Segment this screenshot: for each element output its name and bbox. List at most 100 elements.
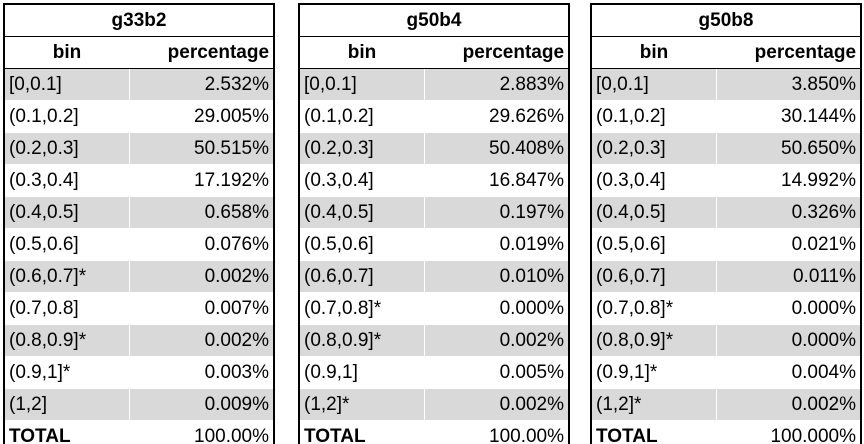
table-title: g50b8: [589, 3, 863, 37]
column-header-percentage: percentage: [129, 36, 276, 69]
percentage-cell: 14.992%: [716, 164, 863, 197]
bin-cell: (0.7,0.8]*: [298, 292, 425, 325]
bin-cell: (0.8,0.9]*: [3, 324, 130, 357]
table-row: [0,0.1] 2.532%: [3, 68, 276, 101]
bin-cell: (0.6,0.7]: [590, 260, 717, 293]
table-row: (0.2,0.3] 50.408%: [298, 132, 571, 165]
table-row: (0.1,0.2] 29.005%: [3, 100, 276, 133]
percentage-cell: 0.326%: [716, 196, 863, 229]
table-row: (0.7,0.8]* 0.000%: [298, 292, 571, 325]
table-g50b8: g50b8 bin percentage [0,0.1] 3.850% (0.1,…: [589, 3, 863, 444]
percentage-cell: 16.847%: [424, 164, 571, 197]
bin-cell: (0.8,0.9]*: [298, 324, 425, 357]
bin-cell: (0.1,0.2]: [298, 100, 425, 133]
table-g50b4: g50b4 bin percentage [0,0.1] 2.883% (0.1,…: [297, 3, 571, 444]
percentage-cell: 0.076%: [129, 228, 276, 261]
total-row: TOTAL 100.000%: [590, 420, 863, 444]
table-row: (0.5,0.6] 0.021%: [590, 228, 863, 261]
table-row: [0,0.1] 2.883%: [298, 68, 571, 101]
percentage-cell: 0.002%: [129, 260, 276, 293]
table-row: (1,2] 0.009%: [3, 388, 276, 421]
bin-cell: (0.8,0.9]*: [590, 324, 717, 357]
percentage-cell: 0.658%: [129, 196, 276, 229]
column-header-bin: bin: [298, 36, 424, 69]
table-row: (1,2]* 0.002%: [590, 388, 863, 421]
column-header-percentage: percentage: [716, 36, 863, 69]
column-header-bin: bin: [3, 36, 129, 69]
table-title: g50b4: [297, 3, 571, 37]
total-label: TOTAL: [590, 420, 717, 444]
percentage-cell: 0.197%: [424, 196, 571, 229]
total-value: 100.00%: [424, 420, 571, 444]
total-row: TOTAL 100.00%: [3, 420, 276, 444]
bin-cell: (0.6,0.7]*: [3, 260, 130, 293]
percentage-cell: 2.532%: [129, 68, 276, 101]
table-row: (0.9,1]* 0.003%: [3, 356, 276, 389]
bin-cell: [0,0.1]: [590, 68, 717, 101]
table-row: [0,0.1] 3.850%: [590, 68, 863, 101]
bin-cell: (1,2]: [3, 388, 130, 421]
bin-cell: (0.5,0.6]: [298, 228, 425, 261]
percentage-cell: 2.883%: [424, 68, 571, 101]
percentage-cell: 50.650%: [716, 132, 863, 165]
table-row: (0.1,0.2] 29.626%: [298, 100, 571, 133]
percentage-cell: 50.515%: [129, 132, 276, 165]
percentage-cell: 29.005%: [129, 100, 276, 133]
percentage-cell: 0.010%: [424, 260, 571, 293]
table-row: (0.3,0.4] 17.192%: [3, 164, 276, 197]
bin-cell: (0.7,0.8]: [3, 292, 130, 325]
table-row: (0.4,0.5] 0.197%: [298, 196, 571, 229]
table-row: (0.8,0.9]* 0.002%: [3, 324, 276, 357]
percentage-cell: 0.002%: [716, 388, 863, 421]
table-row: (0.5,0.6] 0.019%: [298, 228, 571, 261]
bin-cell: (0.9,1]*: [3, 356, 130, 389]
table-row: (1,2]* 0.002%: [298, 388, 571, 421]
bin-cell: (0.4,0.5]: [3, 196, 130, 229]
table-row: (0.2,0.3] 50.515%: [3, 132, 276, 165]
percentage-cell: 0.003%: [129, 356, 276, 389]
table-row: (0.8,0.9]* 0.002%: [298, 324, 571, 357]
bin-cell: (0.1,0.2]: [590, 100, 717, 133]
percentage-cell: 0.002%: [129, 324, 276, 357]
table-row: (0.3,0.4] 16.847%: [298, 164, 571, 197]
bin-cell: (0.9,1]*: [590, 356, 717, 389]
bin-cell: (0.3,0.4]: [3, 164, 130, 197]
total-row: TOTAL 100.00%: [298, 420, 571, 444]
percentage-cell: 30.144%: [716, 100, 863, 133]
table-row: (0.2,0.3] 50.650%: [590, 132, 863, 165]
column-header-bin: bin: [590, 36, 716, 69]
table-row: (0.8,0.9]* 0.000%: [590, 324, 863, 357]
bin-cell: (0.4,0.5]: [590, 196, 717, 229]
percentage-cell: 0.005%: [424, 356, 571, 389]
bin-cell: (0.2,0.3]: [590, 132, 717, 165]
percentage-cell: 0.019%: [424, 228, 571, 261]
bin-cell: (1,2]*: [298, 388, 425, 421]
bin-cell: (0.6,0.7]: [298, 260, 425, 293]
total-value: 100.000%: [716, 420, 863, 444]
bin-cell: (0.5,0.6]: [3, 228, 130, 261]
bin-cell: (0.7,0.8]*: [590, 292, 717, 325]
percentage-cell: 0.021%: [716, 228, 863, 261]
bin-cell: (0.4,0.5]: [298, 196, 425, 229]
bin-cell: [0,0.1]: [298, 68, 425, 101]
table-g33b2: g33b2 bin percentage [0,0.1] 2.532% (0.1,…: [2, 3, 276, 444]
percentage-cell: 0.000%: [716, 324, 863, 357]
percentage-cell: 0.004%: [716, 356, 863, 389]
table-row: (0.4,0.5] 0.658%: [3, 196, 276, 229]
table-row: (0.6,0.7] 0.011%: [590, 260, 863, 293]
column-header-percentage: percentage: [424, 36, 571, 69]
percentage-cell: 0.007%: [129, 292, 276, 325]
table-title: g33b2: [2, 3, 276, 37]
percentage-cell: 17.192%: [129, 164, 276, 197]
table-row: (0.5,0.6] 0.076%: [3, 228, 276, 261]
percentage-cell: 0.009%: [129, 388, 276, 421]
table-row: (0.4,0.5] 0.326%: [590, 196, 863, 229]
bin-cell: (0.5,0.6]: [590, 228, 717, 261]
percentage-cell: 0.011%: [716, 260, 863, 293]
percentage-cell: 0.000%: [424, 292, 571, 325]
table-row: (0.9,1]* 0.004%: [590, 356, 863, 389]
bin-cell: (0.9,1]: [298, 356, 425, 389]
table-row: (0.1,0.2] 30.144%: [590, 100, 863, 133]
bin-cell: (0.2,0.3]: [298, 132, 425, 165]
